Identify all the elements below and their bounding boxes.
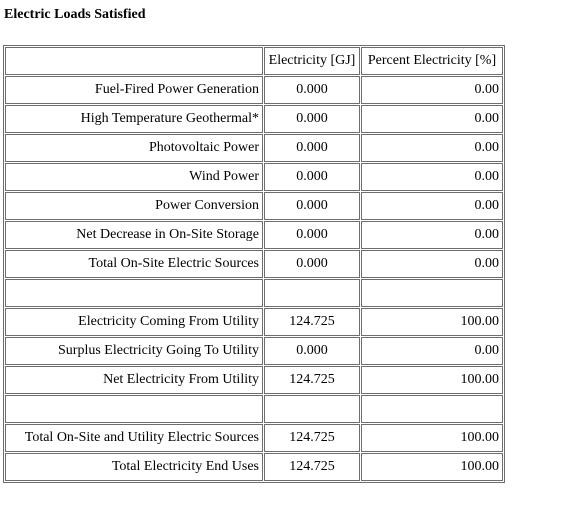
row-label <box>5 395 263 423</box>
table-row: High Temperature Geothermal* 0.000 0.00 <box>5 105 503 133</box>
electric-loads-table: Electricity [GJ] Percent Electricity [%]… <box>3 45 505 483</box>
percent-value: 0.00 <box>361 250 503 278</box>
electricity-value: 0.000 <box>264 163 360 191</box>
electricity-value: 0.000 <box>264 76 360 104</box>
electricity-value: 0.000 <box>264 250 360 278</box>
table-row: Surplus Electricity Going To Utility 0.0… <box>5 337 503 365</box>
row-label: Photovoltaic Power <box>5 134 263 162</box>
percent-value: 0.00 <box>361 105 503 133</box>
table-row: Electricity Coming From Utility 124.725 … <box>5 308 503 336</box>
electricity-value: 124.725 <box>264 308 360 336</box>
table-row-spacer <box>5 279 503 307</box>
row-label: High Temperature Geothermal* <box>5 105 263 133</box>
page-title: Electric Loads Satisfied <box>4 7 146 22</box>
percent-value: 0.00 <box>361 76 503 104</box>
header-cell-percent: Percent Electricity [%] <box>361 47 503 75</box>
row-label: Total On-Site Electric Sources <box>5 250 263 278</box>
table-row: Fuel-Fired Power Generation 0.000 0.00 <box>5 76 503 104</box>
electricity-value <box>264 279 360 307</box>
electricity-value <box>264 395 360 423</box>
header-cell-electricity: Electricity [GJ] <box>264 47 360 75</box>
header-cell-blank <box>5 47 263 75</box>
table-row: Wind Power 0.000 0.00 <box>5 163 503 191</box>
table-row: Net Decrease in On-Site Storage 0.000 0.… <box>5 221 503 249</box>
percent-value: 0.00 <box>361 192 503 220</box>
electricity-value: 0.000 <box>264 221 360 249</box>
row-label: Fuel-Fired Power Generation <box>5 76 263 104</box>
row-label: Total Electricity End Uses <box>5 453 263 481</box>
row-label: Wind Power <box>5 163 263 191</box>
percent-value: 0.00 <box>361 337 503 365</box>
electricity-value: 0.000 <box>264 337 360 365</box>
percent-value: 100.00 <box>361 366 503 394</box>
table-row: Total On-Site Electric Sources 0.000 0.0… <box>5 250 503 278</box>
table-header-row: Electricity [GJ] Percent Electricity [%] <box>5 47 503 75</box>
table-row: Power Conversion 0.000 0.00 <box>5 192 503 220</box>
percent-value: 0.00 <box>361 134 503 162</box>
percent-value <box>361 395 503 423</box>
electricity-value: 124.725 <box>264 366 360 394</box>
percent-value <box>361 279 503 307</box>
electricity-value: 0.000 <box>264 192 360 220</box>
table-row: Net Electricity From Utility 124.725 100… <box>5 366 503 394</box>
table-row: Total Electricity End Uses 124.725 100.0… <box>5 453 503 481</box>
electricity-value: 0.000 <box>264 134 360 162</box>
percent-value: 0.00 <box>361 163 503 191</box>
row-label: Net Electricity From Utility <box>5 366 263 394</box>
percent-value: 0.00 <box>361 221 503 249</box>
electricity-value: 0.000 <box>264 105 360 133</box>
row-label: Net Decrease in On-Site Storage <box>5 221 263 249</box>
electricity-value: 124.725 <box>264 453 360 481</box>
percent-value: 100.00 <box>361 308 503 336</box>
row-label: Surplus Electricity Going To Utility <box>5 337 263 365</box>
percent-value: 100.00 <box>361 453 503 481</box>
row-label <box>5 279 263 307</box>
table-row-spacer <box>5 395 503 423</box>
row-label: Electricity Coming From Utility <box>5 308 263 336</box>
electricity-value: 124.725 <box>264 424 360 452</box>
percent-value: 100.00 <box>361 424 503 452</box>
row-label: Power Conversion <box>5 192 263 220</box>
table-row: Total On-Site and Utility Electric Sourc… <box>5 424 503 452</box>
row-label: Total On-Site and Utility Electric Sourc… <box>5 424 263 452</box>
table-row: Photovoltaic Power 0.000 0.00 <box>5 134 503 162</box>
